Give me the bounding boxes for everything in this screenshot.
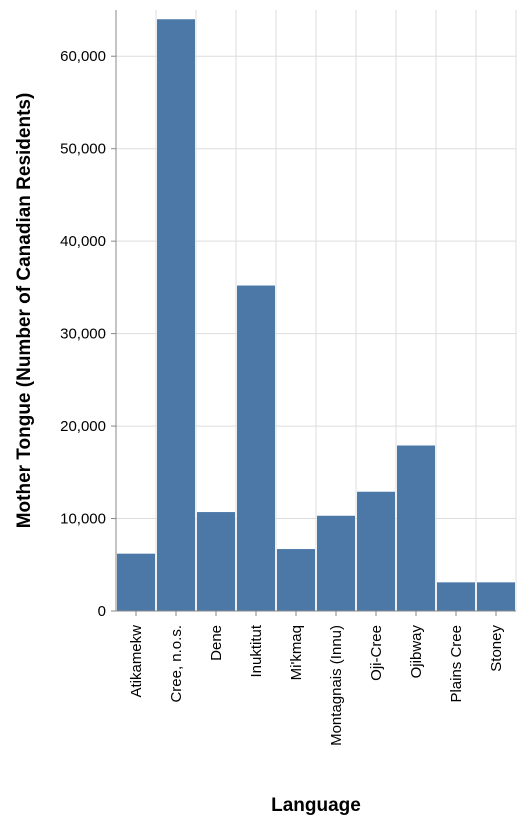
bar-2[interactable] [197, 512, 235, 611]
x-axis-title: Language [271, 795, 361, 816]
y-tick-label: 30,000 [60, 326, 106, 343]
x-tick-label: Atikamekw [128, 625, 145, 698]
x-tick-label: Cree, n.o.s. [168, 625, 185, 703]
bar-3[interactable] [237, 285, 275, 611]
y-tick-label: 50,000 [60, 141, 106, 158]
bar-5[interactable] [317, 515, 355, 611]
axes-group: 0 10,000 20,000 30,000 40,000 50,000 60,000 Ati… [60, 10, 516, 746]
bar-0[interactable] [117, 553, 155, 611]
y-tick-label: 0 [98, 603, 106, 620]
y-tick-label: 40,000 [60, 233, 106, 250]
y-tick-label: 20,000 [60, 418, 106, 435]
x-tick-label: Oji-Cree [368, 625, 385, 681]
y-tick-label: 60,000 [60, 48, 106, 65]
x-tick-label: Dene [208, 625, 225, 661]
y-tick-label: 10,000 [60, 511, 106, 528]
bar-7[interactable] [397, 445, 435, 611]
x-tick-label: Inuktitut [248, 624, 265, 677]
bar-9[interactable] [477, 582, 515, 611]
x-tick-label: Stoney [488, 625, 505, 672]
y-axis-title: Mother Tongue (Number of Canadian Reside… [14, 93, 35, 529]
bars-group [117, 19, 515, 611]
bar-8[interactable] [437, 582, 475, 611]
x-tick-label: Montagnais (Innu) [328, 625, 345, 746]
bar-6[interactable] [357, 491, 395, 611]
bar-4[interactable] [277, 549, 315, 611]
x-tick-label: Ojibway [408, 625, 425, 679]
x-tick-label: Mi'kmaq [288, 625, 305, 680]
x-tick-label: Plains Cree [448, 625, 465, 703]
bar-1[interactable] [157, 19, 195, 611]
